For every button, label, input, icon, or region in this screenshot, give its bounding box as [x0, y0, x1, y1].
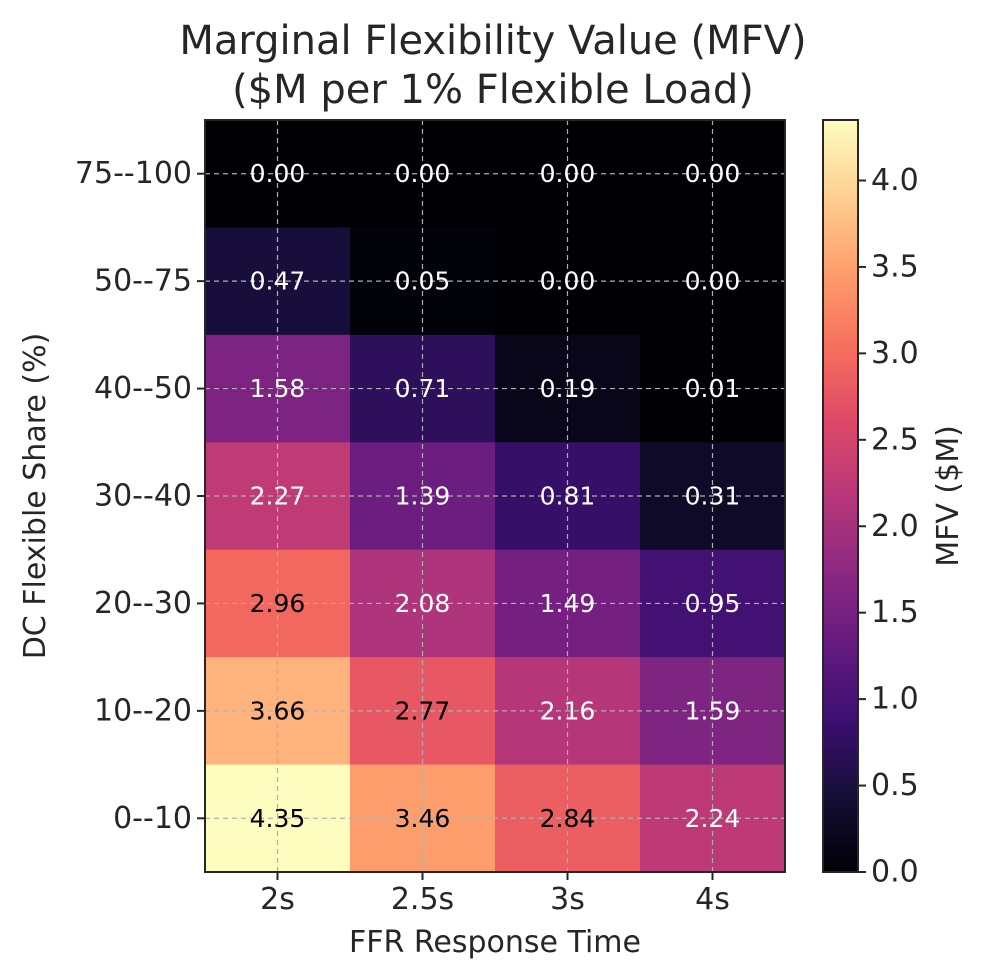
cell-value-label: 0.71 [395, 374, 451, 403]
y-tick-label: 30--40 [94, 479, 192, 514]
cell-value-label: 0.31 [685, 482, 741, 511]
colorbar [822, 119, 859, 873]
colorbar-tick-label: 2.0 [871, 509, 919, 544]
cell-value-label: 2.08 [395, 589, 451, 618]
colorbar-tick-label: 3.0 [871, 336, 919, 371]
cell-value-label: 0.47 [250, 267, 306, 296]
colorbar-tick-label: 4.0 [871, 163, 919, 198]
colorbar-label: MFV ($M) [931, 425, 966, 567]
cell-value-label: 1.49 [540, 589, 596, 618]
x-axis-ticks: 2s 2.5s 3s 4s [260, 872, 730, 917]
cell-value-label: 2.27 [250, 482, 306, 511]
cell-value-label: 4.35 [250, 804, 306, 833]
cell-value-label: 0.00 [250, 159, 306, 188]
cell-value-labels: 0.00 0.00 0.00 0.00 0.47 0.05 0.00 0.00 1.58 0.71… [250, 159, 741, 833]
y-tick-label: 20--30 [94, 586, 192, 621]
cell-value-label: 1.59 [685, 696, 741, 725]
cell-value-label: 1.39 [395, 482, 451, 511]
y-tick-label: 40--50 [94, 371, 192, 406]
cell-value-label: 0.05 [395, 267, 451, 296]
cell-value-label: 0.01 [685, 374, 741, 403]
cell-value-label: 0.95 [685, 589, 741, 618]
y-tick-label: 75--100 [75, 156, 192, 191]
x-axis-label: FFR Response Time [349, 925, 641, 960]
cell-value-label: 2.84 [540, 804, 596, 833]
cell-value-label: 3.66 [250, 696, 306, 725]
cell-value-label: 0.00 [540, 159, 596, 188]
colorbar-tick-label: 2.5 [871, 422, 919, 457]
colorbar-tick-label: 0.0 [871, 855, 919, 890]
cell-value-label: 3.46 [395, 804, 451, 833]
chart-subtitle: ($M per 1% Flexible Load) [232, 67, 754, 113]
cell-value-label: 0.00 [685, 267, 741, 296]
cell-value-label: 1.58 [250, 374, 306, 403]
cell-value-label: 0.00 [395, 159, 451, 188]
colorbar-tick-label: 1.5 [871, 595, 919, 630]
y-axis-label: DC Flexible Share (%) [18, 333, 53, 660]
x-tick-label: 4s [695, 882, 730, 917]
cell-value-label: 0.81 [540, 482, 596, 511]
cell-value-label: 2.16 [540, 696, 596, 725]
chart-title: Marginal Flexibility Value (MFV) [179, 18, 806, 64]
cell-value-label: 2.96 [250, 589, 306, 618]
y-tick-label: 10--20 [94, 693, 192, 728]
y-axis-ticks: 75--100 50--75 40--50 30--40 20--30 10--20 0--… [75, 156, 205, 836]
cell-value-label: 0.00 [685, 159, 741, 188]
colorbar-tick-label: 1.0 [871, 682, 919, 717]
colorbar-tick-label: 0.5 [871, 768, 919, 803]
y-tick-label: 50--75 [94, 264, 192, 299]
colorbar-ticks: 0.0 0.5 1.0 1.5 2.0 2.5 3.0 3.5 4.0 [858, 163, 919, 890]
cell-value-label: 2.77 [395, 696, 451, 725]
cell-value-label: 2.24 [685, 804, 741, 833]
cell-value-label: 0.19 [540, 374, 596, 403]
cell-value-label: 0.00 [540, 267, 596, 296]
x-tick-label: 2.5s [391, 882, 454, 917]
y-tick-label: 0--10 [113, 801, 192, 836]
x-tick-label: 2s [260, 882, 295, 917]
colorbar-tick-label: 3.5 [871, 249, 919, 284]
grid-lines [205, 120, 785, 872]
x-tick-label: 3s [550, 882, 585, 917]
